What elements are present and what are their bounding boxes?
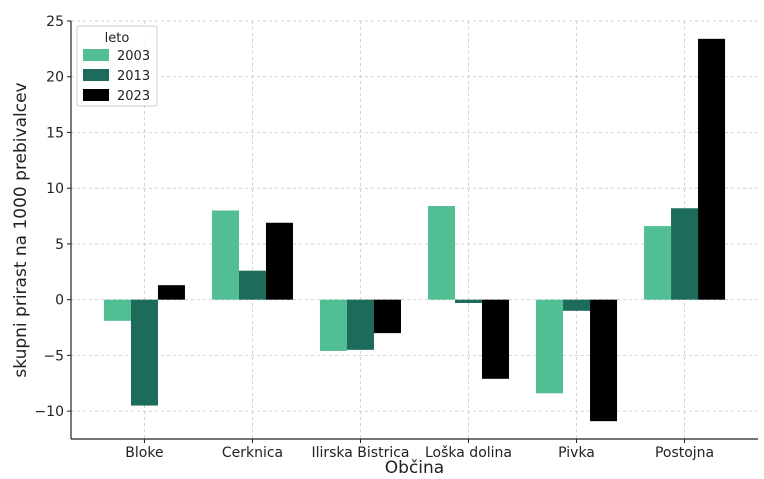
- bar-2013-pivka: [563, 299, 591, 311]
- bar-2023-ilirska-bistrica: [373, 299, 401, 334]
- bar-2023-bloke: [157, 285, 185, 300]
- y-tick-label: −5: [43, 348, 64, 364]
- bar-2013-ilirska-bistrica: [346, 299, 374, 350]
- y-tick-label: −10: [34, 404, 64, 420]
- legend-label-2003: 2003: [117, 49, 150, 64]
- legend-swatch-2023: [83, 89, 109, 101]
- bar-2013-postojna: [671, 208, 699, 300]
- bar-2003-pivka: [536, 299, 564, 394]
- x-tick-label: Postojna: [655, 445, 714, 461]
- y-tick-label: 5: [55, 237, 64, 253]
- legend-title: leto: [105, 31, 130, 46]
- legend-label-2023: 2023: [117, 89, 150, 104]
- bar-2013-bloke: [130, 299, 158, 406]
- grid-lines: [71, 20, 758, 439]
- legend-swatch-2003: [83, 49, 109, 61]
- y-axis-title: skupni prirast na 1000 prebivalcev: [11, 82, 31, 377]
- bar-2023-cerknica: [265, 222, 293, 300]
- bar-2023-loška-dolina: [482, 299, 510, 379]
- x-tick-label: Bloke: [125, 445, 163, 461]
- legend: leto 2003 2013 2023: [76, 25, 158, 107]
- bar-2003-bloke: [103, 299, 131, 321]
- legend-swatch-2013: [83, 69, 109, 81]
- bar-2013-cerknica: [238, 270, 266, 300]
- y-tick-label: 20: [46, 70, 64, 86]
- axes: [67, 20, 758, 443]
- legend-box: [76, 25, 158, 107]
- y-tick-label: 0: [55, 293, 64, 309]
- x-tick-label: Pivka: [558, 445, 595, 461]
- legend-label-2013: 2013: [117, 69, 150, 84]
- tick-labels: −10 −5 0 5 10 15 20 25 Bloke Cerknica Ilirska Bist…: [34, 14, 714, 461]
- bar-2023-postojna: [698, 38, 726, 300]
- y-tick-label: 15: [46, 125, 64, 141]
- bar-2003-ilirska-bistrica: [319, 299, 347, 351]
- bar-2003-cerknica: [211, 210, 239, 300]
- bar-2023-pivka: [590, 299, 618, 422]
- x-tick-label: Cerknica: [222, 445, 283, 461]
- x-tick-label: Ilirska Bistrica: [311, 445, 409, 461]
- bar-2003-loška-dolina: [428, 206, 456, 300]
- bar-2013-loška-dolina: [455, 299, 483, 304]
- y-tick-label: 10: [46, 181, 64, 197]
- bars: [103, 38, 726, 422]
- x-axis-title: Občina: [385, 458, 444, 478]
- bar-2003-postojna: [644, 226, 672, 300]
- x-tick-label: Loška dolina: [425, 445, 512, 461]
- legend-items: 2003 2013 2023: [83, 49, 150, 104]
- y-tick-label: 25: [46, 14, 64, 30]
